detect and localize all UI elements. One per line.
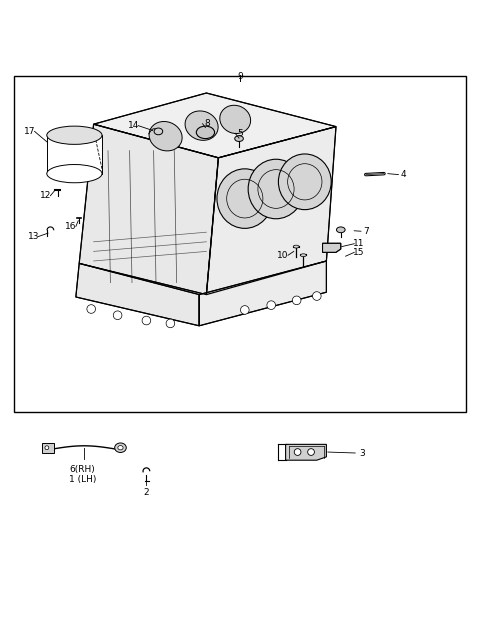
Ellipse shape [293, 245, 299, 248]
Circle shape [240, 306, 249, 315]
Ellipse shape [47, 164, 102, 183]
Text: 6(RH)
1 (LH): 6(RH) 1 (LH) [69, 465, 96, 485]
FancyBboxPatch shape [42, 443, 54, 452]
Text: 10: 10 [277, 251, 289, 260]
Text: 12: 12 [40, 191, 51, 200]
Ellipse shape [149, 122, 182, 151]
Ellipse shape [217, 169, 273, 229]
Ellipse shape [47, 126, 102, 145]
Text: 4: 4 [400, 170, 406, 179]
Polygon shape [76, 263, 199, 326]
Ellipse shape [154, 128, 163, 135]
Ellipse shape [278, 154, 331, 210]
Text: 7: 7 [363, 227, 369, 235]
Ellipse shape [336, 227, 345, 233]
Text: 11: 11 [353, 239, 365, 248]
Ellipse shape [196, 126, 215, 138]
Polygon shape [206, 127, 336, 295]
Polygon shape [79, 124, 218, 295]
Polygon shape [199, 261, 326, 326]
Text: 13: 13 [28, 232, 39, 241]
Circle shape [142, 316, 151, 325]
Ellipse shape [185, 111, 218, 140]
Ellipse shape [118, 446, 123, 450]
Circle shape [294, 449, 301, 455]
Ellipse shape [235, 136, 243, 142]
Ellipse shape [248, 159, 304, 219]
Text: 14: 14 [128, 121, 139, 130]
Text: 5: 5 [237, 129, 243, 138]
Circle shape [312, 292, 321, 300]
Ellipse shape [300, 254, 306, 256]
Circle shape [113, 311, 122, 320]
Text: 17: 17 [24, 127, 36, 136]
Text: 2: 2 [144, 488, 149, 496]
Ellipse shape [220, 105, 251, 133]
Circle shape [87, 305, 96, 313]
Text: 8: 8 [204, 119, 210, 128]
Text: 16: 16 [65, 222, 77, 231]
Circle shape [267, 301, 276, 310]
FancyBboxPatch shape [14, 76, 466, 412]
Polygon shape [323, 243, 341, 252]
Circle shape [292, 296, 301, 305]
Polygon shape [47, 135, 102, 174]
Polygon shape [94, 93, 336, 158]
Ellipse shape [115, 443, 126, 452]
Circle shape [308, 449, 314, 455]
Polygon shape [286, 444, 326, 460]
Text: 15: 15 [353, 248, 365, 257]
Circle shape [45, 446, 49, 450]
Circle shape [166, 319, 175, 328]
Text: 3: 3 [359, 449, 365, 457]
Text: 9: 9 [237, 72, 243, 82]
